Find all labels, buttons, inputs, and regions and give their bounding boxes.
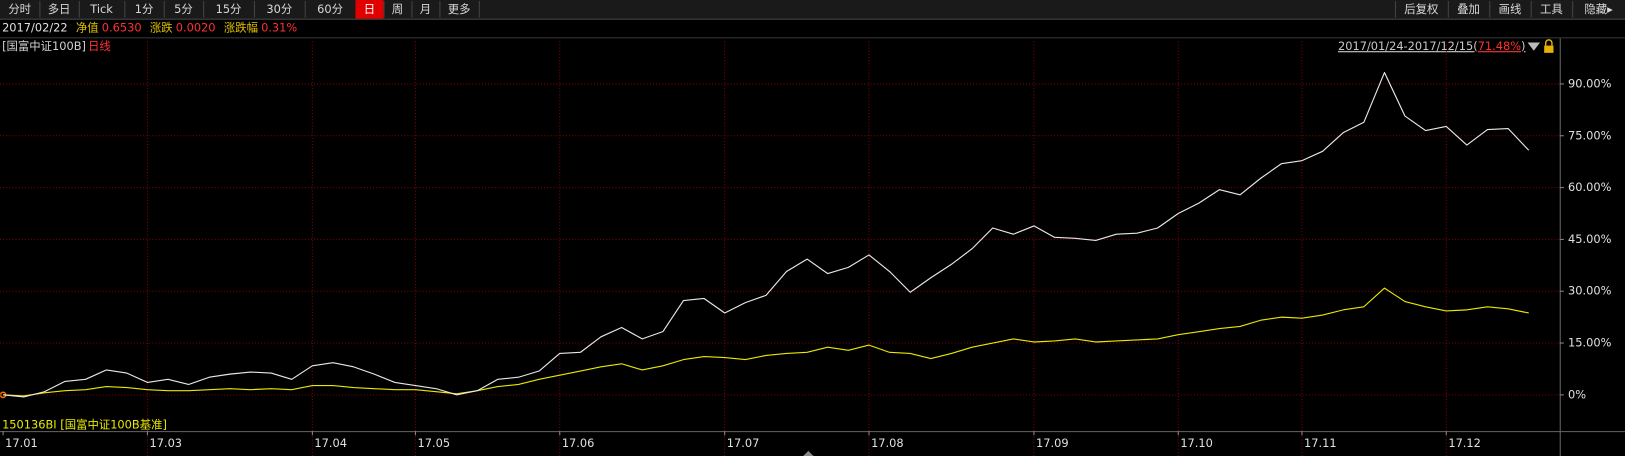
- toolbar-button[interactable]: Tick: [89, 2, 113, 16]
- y-tick-label: 60.00%: [1568, 180, 1612, 194]
- range-label[interactable]: 2017/01/24-2017/12/15(: [1338, 39, 1478, 53]
- x-tick-label: 17.04: [314, 436, 347, 450]
- scroll-marker[interactable]: [803, 450, 814, 456]
- toolbar-button[interactable]: 后复权: [1404, 2, 1438, 16]
- toolbar-button[interactable]: 工具: [1540, 2, 1563, 16]
- toolbar-button[interactable]: 15分: [216, 2, 242, 16]
- x-tick-label: 17.06: [562, 436, 595, 450]
- quote-value: 0.31%: [261, 20, 297, 34]
- toolbar-button[interactable]: 日: [364, 2, 375, 16]
- toolbar-button[interactable]: 叠加: [1457, 2, 1480, 16]
- x-tick-label: 17.12: [1448, 436, 1481, 450]
- lock-icon[interactable]: [1544, 39, 1554, 53]
- toolbar-button[interactable]: 周: [392, 2, 403, 16]
- toolbar-button[interactable]: 5分: [174, 2, 193, 16]
- quote-label: 涨跌: [150, 20, 173, 34]
- x-tick-label: 17.11: [1304, 436, 1337, 450]
- x-tick-label: 17.09: [1036, 436, 1069, 450]
- x-tick-label: 17.10: [1180, 436, 1213, 450]
- toolbar-button[interactable]: 隐藏▸: [1584, 2, 1613, 16]
- toolbar-button[interactable]: 30分: [266, 2, 292, 16]
- quote-value: 0.0020: [176, 20, 216, 34]
- x-tick-label: 17.03: [149, 436, 182, 450]
- x-tick-label: 17.05: [418, 436, 451, 450]
- period: 日线: [88, 39, 111, 53]
- legend-entry: 150136BI [国富中证100B基准]: [2, 417, 167, 431]
- y-tick-label: 30.00%: [1568, 284, 1612, 298]
- toolbar-bg: [0, 0, 1625, 19]
- y-tick-label: 75.00%: [1568, 128, 1612, 142]
- toolbar-button[interactable]: 1分: [135, 2, 154, 16]
- x-tick-label: 17.07: [727, 436, 760, 450]
- toolbar-button[interactable]: 多日: [48, 2, 71, 16]
- toolbar-button[interactable]: 更多: [448, 2, 471, 16]
- chart-title: [国富中证100B]: [2, 39, 86, 53]
- toolbar-button[interactable]: 分时: [8, 2, 31, 16]
- range-change[interactable]: 71.48%: [1478, 39, 1522, 53]
- lock-body: [1544, 45, 1554, 53]
- toolbar-selected-bg: [355, 0, 384, 19]
- series-line: [3, 287, 1529, 397]
- range-close[interactable]: ): [1521, 39, 1525, 53]
- quote-value: 0.6530: [102, 20, 142, 34]
- y-tick-label: 90.00%: [1568, 76, 1612, 90]
- toolbar-button[interactable]: 60分: [317, 2, 343, 16]
- series-line: [3, 71, 1530, 398]
- dropdown-icon[interactable]: [1527, 42, 1541, 51]
- x-tick-label: 17.01: [5, 436, 38, 450]
- y-tick-label: 15.00%: [1568, 336, 1612, 350]
- y-tick-label: 45.00%: [1568, 232, 1612, 246]
- quote-date: 2017/02/22: [2, 20, 68, 34]
- quote-label: 涨跌幅: [224, 20, 258, 34]
- quote-label: 净值: [76, 20, 99, 34]
- toolbar-button[interactable]: 画线: [1499, 2, 1522, 16]
- y-tick-label: 0%: [1568, 387, 1586, 401]
- toolbar-button[interactable]: 月: [420, 2, 431, 16]
- x-tick-label: 17.08: [871, 436, 904, 450]
- lock-shackle: [1544, 39, 1553, 46]
